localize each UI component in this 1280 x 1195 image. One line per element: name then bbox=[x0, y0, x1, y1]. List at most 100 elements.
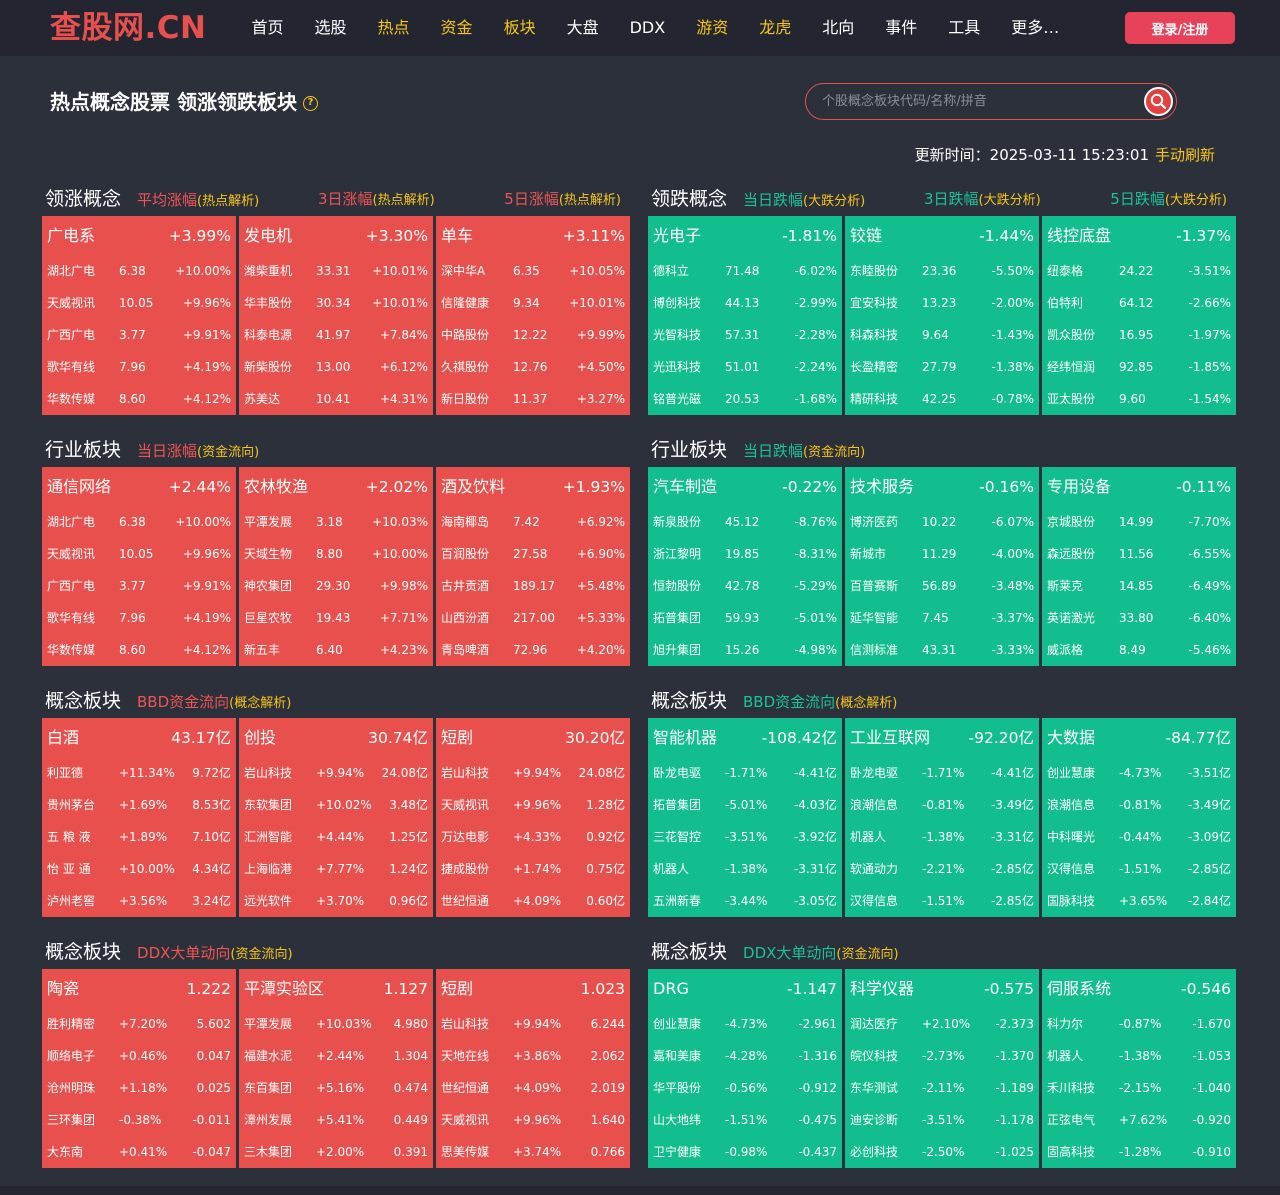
stock-row[interactable]: 上海临港 +7.77% 1.24亿 bbox=[244, 853, 428, 885]
stock-name[interactable]: 广西广电 bbox=[47, 328, 96, 342]
stock-name[interactable]: 上海临港 bbox=[244, 862, 293, 876]
stock-name[interactable]: 万达电影 bbox=[441, 830, 490, 844]
stock-row[interactable]: 天威视讯 10.05 +9.96% bbox=[47, 287, 231, 319]
sector-card[interactable]: 光电子 -1.81% 德科立 71.48 -6.02% 博创科技 44.13 -2.99% 光智… bbox=[648, 216, 842, 415]
stock-row[interactable]: 宜安科技 13.23 -2.00% bbox=[850, 287, 1034, 319]
section-sort-link[interactable]: 当日跌幅(大跌分析) bbox=[743, 187, 865, 215]
sector-card[interactable]: 专用设备 -0.11% 京城股份 14.99 -7.70% 森远股份 11.56 -6.55%… bbox=[1042, 467, 1236, 666]
stock-row[interactable]: 天威视讯 +9.96% 1.28亿 bbox=[441, 789, 625, 821]
stock-name[interactable]: 卧龙电驱 bbox=[850, 766, 899, 780]
stock-name[interactable]: 光智科技 bbox=[653, 328, 702, 342]
stock-row[interactable]: 五 粮 液 +1.89% 7.10亿 bbox=[47, 821, 231, 853]
stock-name[interactable]: 中路股份 bbox=[441, 328, 490, 342]
stock-row[interactable]: 科森科技 9.64 -1.43% bbox=[850, 319, 1034, 351]
stock-row[interactable]: 华数传媒 8.60 +4.12% bbox=[47, 383, 231, 415]
nav-item-8[interactable]: 龙虎 bbox=[759, 18, 792, 37]
stock-name[interactable]: 浪潮信息 bbox=[1047, 798, 1096, 812]
stock-row[interactable]: 巨星农牧 19.43 +7.71% bbox=[244, 602, 428, 634]
stock-name[interactable]: 天地在线 bbox=[441, 1049, 490, 1063]
stock-row[interactable]: 思美传媒 +3.74% 0.766 bbox=[441, 1136, 625, 1168]
nav-item-0[interactable]: 首页 bbox=[251, 18, 284, 37]
stock-row[interactable]: 正弦电气 +7.62% -0.920 bbox=[1047, 1104, 1231, 1136]
stock-name[interactable]: 汇洲智能 bbox=[244, 830, 293, 844]
stock-name[interactable]: 青岛啤酒 bbox=[441, 643, 490, 657]
stock-name[interactable]: 泸州老窖 bbox=[47, 894, 96, 908]
stock-row[interactable]: 华数传媒 8.60 +4.12% bbox=[47, 634, 231, 666]
stock-row[interactable]: 万达电影 +4.33% 0.92亿 bbox=[441, 821, 625, 853]
stock-row[interactable]: 信隆健康 9.34 +10.01% bbox=[441, 287, 625, 319]
stock-name[interactable]: 正弦电气 bbox=[1047, 1113, 1096, 1127]
sector-card[interactable]: 陶瓷 1.222 胜利精密 +7.20% 5.602 顺络电子 +0.46% 0.047 沧州明… bbox=[42, 969, 236, 1168]
stock-name[interactable]: 苏美达 bbox=[244, 392, 281, 406]
stock-row[interactable]: 天威视讯 10.05 +9.96% bbox=[47, 538, 231, 570]
section-sort-link[interactable]: 平均涨幅(热点解析) bbox=[137, 187, 259, 215]
stock-name[interactable]: 东华测试 bbox=[850, 1081, 899, 1095]
stock-row[interactable]: 东软集团 +10.02% 3.48亿 bbox=[244, 789, 428, 821]
stock-row[interactable]: 世纪恒通 +4.09% 0.60亿 bbox=[441, 885, 625, 917]
section-sort-link[interactable]: 当日涨幅(资金流向) bbox=[137, 438, 259, 466]
stock-row[interactable]: 神农集团 29.30 +9.98% bbox=[244, 570, 428, 602]
stock-row[interactable]: 迪安诊断 -3.51% -1.178 bbox=[850, 1104, 1034, 1136]
stock-name[interactable]: 拓普集团 bbox=[653, 611, 702, 625]
stock-row[interactable]: 长盈精密 27.79 -1.38% bbox=[850, 351, 1034, 383]
sector-name[interactable]: 线控底盘 bbox=[1047, 226, 1112, 245]
sector-card[interactable]: 酒及饮料 +1.93% 海南椰岛 7.42 +6.92% 百润股份 27.58 +6.90% 古… bbox=[436, 467, 630, 666]
stock-row[interactable]: 山大地纬 -1.51% -0.475 bbox=[653, 1104, 837, 1136]
stock-name[interactable]: 恒勃股份 bbox=[653, 579, 702, 593]
sector-name[interactable]: 广电系 bbox=[47, 226, 96, 245]
stock-row[interactable]: 润达医疗 +2.10% -2.373 bbox=[850, 1008, 1034, 1040]
refresh-button[interactable]: 手动刷新 bbox=[1154, 146, 1215, 164]
sector-name[interactable]: 短剧 bbox=[441, 728, 474, 747]
analysis-link[interactable]: (大跌分析) bbox=[803, 194, 866, 209]
sector-name[interactable]: 单车 bbox=[441, 226, 474, 245]
sector-card[interactable]: 汽车制造 -0.22% 新泉股份 45.12 -8.76% 浙江黎明 19.85 -8.31%… bbox=[648, 467, 842, 666]
stock-name[interactable]: 光迅科技 bbox=[653, 360, 702, 374]
stock-name[interactable]: 固高科技 bbox=[1047, 1145, 1096, 1159]
stock-row[interactable]: 世纪恒通 +4.09% 2.019 bbox=[441, 1072, 625, 1104]
stock-row[interactable]: 三花智控 -3.51% -3.92亿 bbox=[653, 821, 837, 853]
sector-name[interactable]: 白酒 bbox=[47, 728, 80, 747]
stock-name[interactable]: 新泉股份 bbox=[653, 515, 702, 529]
stock-row[interactable]: 东百集团 +5.16% 0.474 bbox=[244, 1072, 428, 1104]
sector-card[interactable]: 农林牧渔 +2.02% 平潭发展 3.18 +10.03% 天域生物 8.80 +10.00%… bbox=[239, 467, 433, 666]
stock-row[interactable]: 威派格 8.49 -5.46% bbox=[1047, 634, 1231, 666]
stock-name[interactable]: 长盈精密 bbox=[850, 360, 899, 374]
stock-name[interactable]: 新城市 bbox=[850, 547, 887, 561]
analysis-link[interactable]: (热点解析) bbox=[558, 193, 621, 208]
sector-name[interactable]: 伺服系统 bbox=[1047, 979, 1112, 998]
stock-name[interactable]: 创业慧康 bbox=[1047, 766, 1096, 780]
stock-row[interactable]: 必创科技 -2.50% -1.025 bbox=[850, 1136, 1034, 1168]
analysis-link[interactable]: (资金流向) bbox=[197, 445, 260, 460]
stock-name[interactable]: 东软集团 bbox=[244, 798, 293, 812]
nav-item-2[interactable]: 热点 bbox=[377, 18, 410, 37]
stock-row[interactable]: 皖仪科技 -2.73% -1.370 bbox=[850, 1040, 1034, 1072]
login-register-button[interactable]: 登录/注册 bbox=[1125, 12, 1235, 44]
section-sort-link[interactable]: DDX大单动向(资金流向) bbox=[137, 940, 293, 968]
stock-row[interactable]: 新泉股份 45.12 -8.76% bbox=[653, 506, 837, 538]
stock-row[interactable]: 森远股份 11.56 -6.55% bbox=[1047, 538, 1231, 570]
stock-row[interactable]: 远光软件 +3.70% 0.96亿 bbox=[244, 885, 428, 917]
stock-row[interactable]: 延华智能 7.45 -3.37% bbox=[850, 602, 1034, 634]
stock-row[interactable]: 漳州发展 +5.41% 0.449 bbox=[244, 1104, 428, 1136]
stock-row[interactable]: 科力尔 -0.87% -1.670 bbox=[1047, 1008, 1231, 1040]
stock-name[interactable]: 三花智控 bbox=[653, 830, 702, 844]
stock-name[interactable]: 德科立 bbox=[653, 264, 690, 278]
stock-name[interactable]: 福建水泥 bbox=[244, 1049, 293, 1063]
stock-row[interactable]: 禾川科技 -2.15% -1.040 bbox=[1047, 1072, 1231, 1104]
sector-name[interactable]: 大数据 bbox=[1047, 728, 1096, 747]
analysis-link[interactable]: (资金流向) bbox=[836, 947, 899, 962]
stock-row[interactable]: 沧州明珠 +1.18% 0.025 bbox=[47, 1072, 231, 1104]
stock-row[interactable]: 汇洲智能 +4.44% 1.25亿 bbox=[244, 821, 428, 853]
stock-name[interactable]: 世纪恒通 bbox=[441, 894, 490, 908]
stock-row[interactable]: 国脉科技 +3.65% -2.84亿 bbox=[1047, 885, 1231, 917]
stock-name[interactable]: 华平股份 bbox=[653, 1081, 702, 1095]
stock-row[interactable]: 歌华有线 7.96 +4.19% bbox=[47, 351, 231, 383]
stock-name[interactable]: 国脉科技 bbox=[1047, 894, 1096, 908]
stock-name[interactable]: 天威视讯 bbox=[47, 296, 96, 310]
stock-row[interactable]: 泸州老窖 +3.56% 3.24亿 bbox=[47, 885, 231, 917]
stock-name[interactable]: 浪潮信息 bbox=[850, 798, 899, 812]
stock-name[interactable]: 华数传媒 bbox=[47, 392, 96, 406]
sector-card[interactable]: 智能机器 -108.42亿 卧龙电驱 -1.71% -4.41亿 拓普集团 -5.01% -4… bbox=[648, 718, 842, 917]
section-sort-link[interactable]: DDX大单动向(资金流向) bbox=[743, 940, 899, 968]
stock-row[interactable]: 平潭发展 3.18 +10.03% bbox=[244, 506, 428, 538]
